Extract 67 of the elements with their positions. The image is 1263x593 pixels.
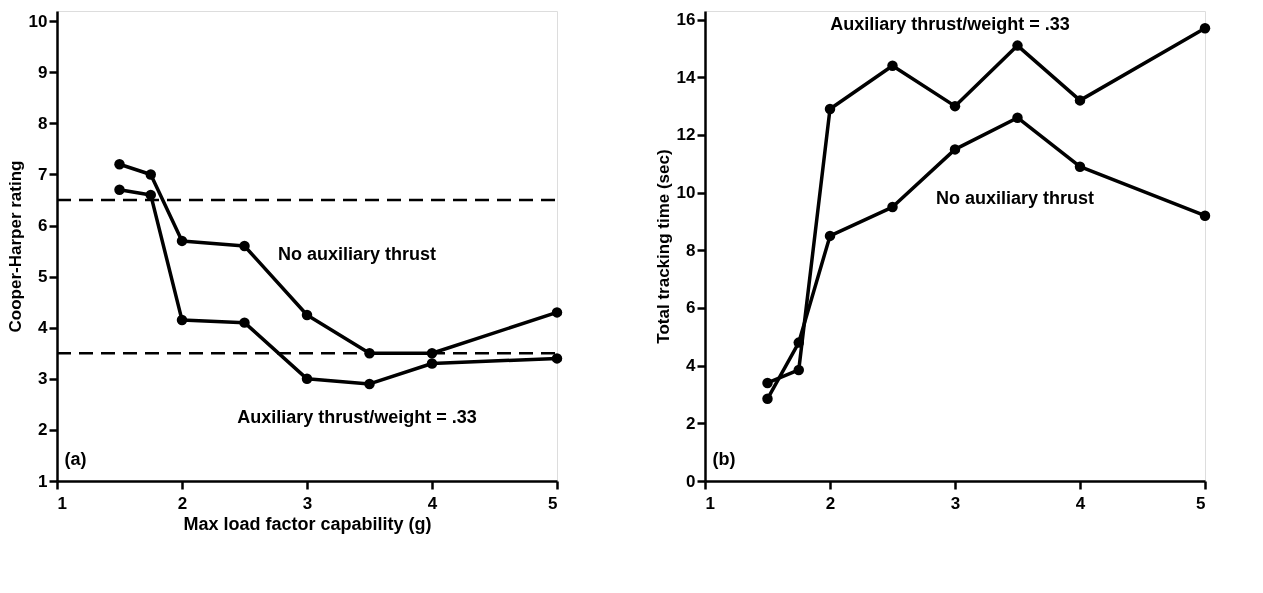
x-tick-label: 5: [548, 493, 558, 513]
x-tick-label: 5: [1196, 493, 1206, 513]
point: [762, 377, 773, 389]
y-tick-label: 0: [686, 471, 696, 491]
point: [145, 169, 156, 180]
x-tick-label: 4: [427, 493, 438, 513]
y-tick-label: 12: [676, 125, 696, 145]
y-tick-label: 7: [38, 164, 48, 184]
x-tick-label: 2: [177, 493, 188, 513]
point: [949, 144, 961, 155]
point: [426, 358, 438, 369]
y-tick-label: 8: [686, 240, 696, 260]
point: [887, 60, 898, 72]
annotation: Auxiliary thrust/weight = .33: [237, 406, 477, 427]
x-tick-label: 3: [302, 493, 313, 513]
point: [176, 235, 188, 247]
point: [114, 184, 125, 196]
point: [176, 314, 188, 326]
point: [1074, 95, 1086, 106]
point: [239, 317, 250, 328]
annotation: (b): [712, 448, 736, 469]
y-axis-title: Cooper-Harper rating: [5, 160, 25, 333]
point: [887, 201, 898, 213]
x-tick-label: 3: [950, 493, 961, 513]
annotation: (a): [64, 448, 87, 469]
y-tick-label: 3: [38, 369, 48, 389]
y-tick-label: 4: [686, 356, 697, 376]
point: [551, 353, 563, 364]
y-axis-title: Total tracking time (sec): [653, 149, 673, 344]
point: [239, 240, 250, 252]
point: [114, 159, 125, 170]
point: [949, 100, 961, 112]
annotation: No auxiliary thrust: [277, 244, 437, 265]
point: [762, 393, 773, 405]
y-tick-label: 6: [38, 216, 48, 236]
y-tick-label: 16: [676, 10, 696, 30]
y-tick-label: 5: [38, 267, 48, 287]
annotation: Auxiliary thrust/weight = .33: [830, 14, 1070, 35]
y-tick-label: 1: [38, 471, 48, 491]
y-tick-label: 14: [676, 67, 697, 87]
point: [1074, 161, 1086, 172]
x-tick-label: 1: [705, 493, 715, 513]
x-tick-label: 1: [57, 493, 67, 513]
x-axis-title: Max load factor capability (g): [183, 513, 432, 534]
y-tick-label: 2: [686, 413, 696, 433]
point: [1199, 23, 1211, 34]
point: [793, 364, 804, 376]
point: [301, 309, 313, 321]
y-tick-label: 6: [686, 298, 696, 318]
x-tick-label: 4: [1075, 493, 1086, 513]
point: [364, 378, 375, 390]
y-tick-label: 8: [38, 113, 48, 133]
annotation: No auxiliary thrust: [935, 188, 1095, 208]
x-tick-label: 2: [825, 493, 836, 513]
y-tick-label: 2: [38, 420, 48, 440]
point: [793, 337, 804, 348]
y-tick-label: 10: [676, 183, 696, 203]
y-tick-label: 10: [28, 11, 48, 31]
point: [824, 230, 836, 242]
point: [1012, 40, 1023, 51]
point: [1012, 112, 1023, 123]
point: [824, 103, 836, 115]
y-tick-label: 4: [38, 318, 49, 338]
y-tick-label: 9: [38, 62, 48, 82]
point: [1199, 210, 1211, 221]
point: [301, 373, 313, 385]
point: [551, 307, 563, 318]
